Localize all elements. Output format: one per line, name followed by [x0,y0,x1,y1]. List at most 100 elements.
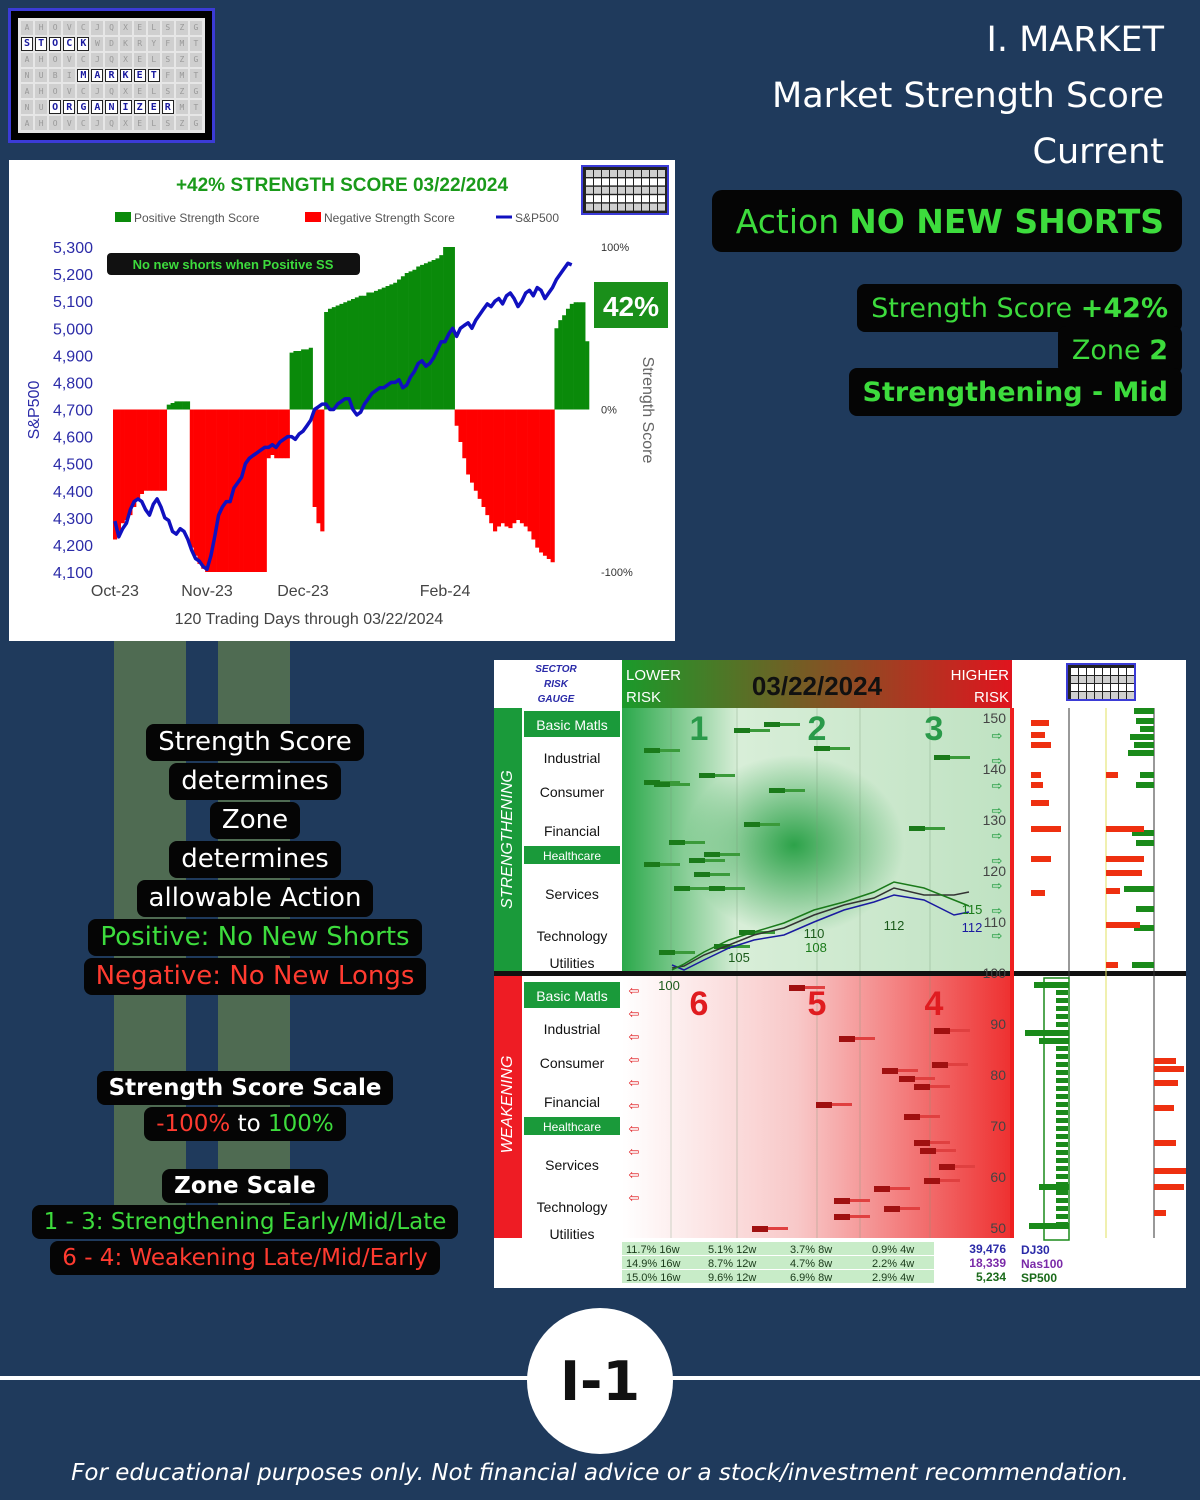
sector-mark-tail [940,1179,960,1182]
strength-bar [354,297,359,410]
sector-mark [814,746,830,751]
sector-label-bg [524,1117,620,1135]
mini-logo-cell [1087,692,1094,699]
strength-bar [470,409,475,483]
mini-logo-cell [586,170,593,177]
sector-mark [884,1206,900,1212]
gauge-divider [494,971,1186,976]
logo-cell: S [161,84,174,99]
strength-bar [120,409,125,524]
mini-logo-cell [634,195,641,203]
strength-bar [301,349,306,410]
sector-mark [694,872,710,877]
summary-value: 39,476 [969,1242,1006,1256]
arrow-right-icon: ⇨ [992,804,1003,819]
explain-negative: Negative: No New Longs [83,958,427,995]
logo-cell: U [35,100,48,115]
strength-bar [113,409,118,540]
breadth-bar-red [1154,1105,1174,1111]
strength-bar [335,305,340,410]
breadth-bar-green [1056,998,1068,1003]
breadth-bar-red [1106,888,1120,894]
index-trend-line [671,881,970,971]
mini-logo-cell [618,203,625,211]
mini-logo-cell [1071,668,1078,675]
zone-scale-strengthening: 1 - 3: Strengthening Early/Mid/Late [31,1205,459,1239]
strength-bar [274,409,279,459]
breadth-bar-red [1154,1210,1166,1216]
gauge-header-label: SECTOR [535,664,577,675]
sector-mark [764,722,780,727]
mini-logo-cell [650,170,657,177]
logo-cell: A [21,21,34,35]
sector-label: Industrial [544,1021,601,1037]
strength-bar [496,409,502,527]
logo-cell: E [133,116,146,130]
logo-cell: E [133,21,146,35]
logo-cell: O [49,36,62,51]
mini-logo-cell [650,186,657,194]
trend-label: 105 [728,950,750,965]
summary-cell: 3.7% 8w [790,1244,832,1256]
logo-cell: G [189,21,202,35]
sector-mark-tail [930,1141,950,1144]
strength-bar [489,409,494,524]
lower-risk-label: LOWER [626,667,681,684]
logo-cell: I [63,68,76,83]
legend-label: S&P500 [515,211,559,225]
strength-bar [197,409,202,564]
breadth-bar-red [1106,870,1142,876]
mini-logo-cell [610,178,617,186]
arrow-left-icon: ⇦ [629,1053,640,1068]
summary-cell: 6.9% 8w [790,1272,832,1284]
strength-bar [170,403,175,410]
title-block: I. MARKET Market Strength Score Current [772,12,1164,180]
mini-logo-cell [1095,684,1102,691]
breadth-bar-red [1106,772,1118,778]
logo-cell: L [147,84,160,99]
logo-cell: G [189,52,202,67]
zone-number: 2 [808,710,827,748]
breadth-bar-green [1056,1054,1068,1059]
summary-value: 18,339 [969,1256,1006,1270]
sector-label: Services [545,886,599,902]
mini-logo-cell [1071,684,1078,691]
mini-logo-cell [626,170,633,177]
stage-pill: Strengthening - Mid [848,368,1182,416]
gauge-y-tick: 70 [990,1118,1006,1134]
higher-risk-label: RISK [974,689,1009,706]
mini-logo-cell [1071,692,1078,699]
sp500-line [113,261,573,572]
sector-mark-tail [805,986,825,989]
strength-bar [124,409,129,520]
logo-cell: T [147,68,160,83]
x-tick-label: Dec-23 [277,583,329,600]
strength-bar [343,302,348,410]
breadth-bar-red [1031,856,1051,862]
strength-bar [270,409,275,455]
strength-bar [473,409,478,491]
sector-mark-tail [780,723,800,726]
logo-cell: J [91,84,104,99]
mini-logo-cell [602,186,609,194]
explain-positive: Positive: No New Shorts [88,919,422,956]
y-tick-label: 4,100 [53,565,93,582]
logo-cell: W [91,36,104,51]
logo-cell: M [175,36,188,51]
zone-number: 4 [925,985,944,1023]
mini-logo-cell [658,170,665,177]
sector-label-bg [524,982,620,1008]
logo-cell: M [77,68,90,83]
arrow-left-icon: ⇦ [629,1076,640,1091]
zone-label: Zone [1071,334,1141,366]
sector-label: Healthcare [543,849,601,863]
logo-cell: N [21,100,34,115]
breadth-bar-green [1140,772,1154,778]
mini-logo-cell [650,178,657,186]
sector-mark-tail [948,1063,968,1066]
logo-cell: C [77,52,90,67]
strength-bar [400,276,406,410]
y-tick-label: 5,300 [53,240,93,257]
logo-cell: Y [147,36,160,51]
sector-mark [739,930,755,935]
